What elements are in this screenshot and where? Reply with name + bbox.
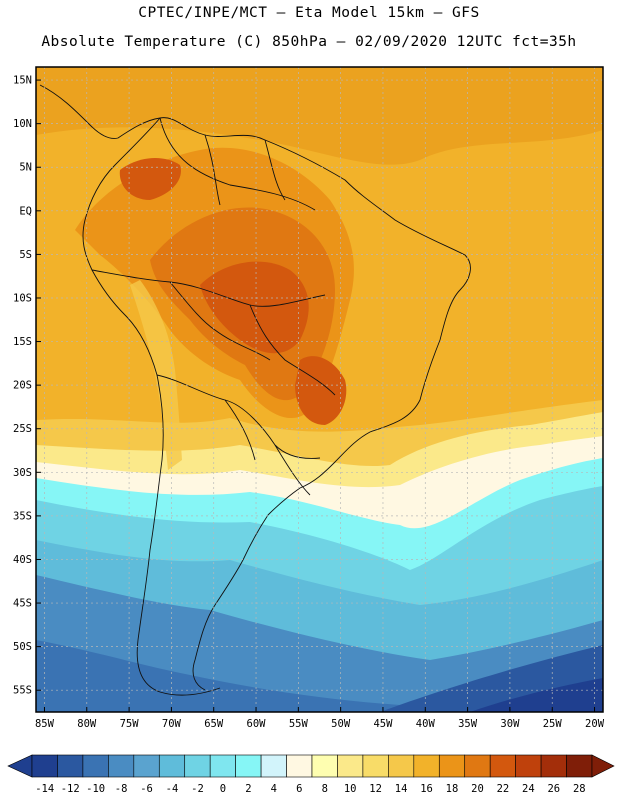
lat-tick-label: 55S (13, 685, 32, 697)
lon-tick-label: 20W (585, 718, 605, 730)
colorbar-label: 18 (446, 783, 459, 795)
lat-tick-label: 15S (13, 336, 32, 348)
temperature-field (36, 67, 603, 712)
colorbar-swatch (158, 754, 186, 778)
colorbar-label: -12 (61, 783, 80, 795)
colorbar-swatch (362, 754, 389, 778)
colorbar-label: 26 (547, 783, 560, 795)
lat-tick-label: EQ (19, 205, 32, 217)
colorbar-swatch (108, 754, 135, 778)
lon-tick-label: 35W (458, 718, 478, 730)
lat-tick-label: 10N (13, 118, 32, 130)
colorbar-label: 0 (220, 783, 226, 795)
colorbar-label: 14 (395, 783, 408, 795)
colorbar-label: -2 (191, 783, 204, 795)
colorbar-swatch (566, 754, 593, 778)
colorbar-swatch (286, 754, 313, 778)
map-subtitle: Absolute Temperature (C) 850hPa – 02/09/… (41, 34, 577, 50)
lon-tick-label: 65W (204, 718, 224, 730)
colorbar-label: 22 (497, 783, 510, 795)
lat-tick-label: 30S (13, 467, 32, 479)
colorbar-swatch (311, 754, 338, 778)
colorbar-swatch (57, 754, 84, 778)
colorbar-label: -14 (35, 783, 54, 795)
colorbar-label: 16 (420, 783, 433, 795)
lat-tick-label: 15N (13, 75, 32, 87)
colorbar-label: -10 (86, 783, 105, 795)
lat-tick-label: 40S (13, 554, 32, 566)
colorbar-label: 20 (471, 783, 484, 795)
lat-tick-label: 10S (13, 292, 32, 304)
colorbar-label: 6 (296, 783, 302, 795)
colorbar-swatch (31, 754, 58, 778)
lat-tick-label: 20S (13, 380, 32, 392)
latitude-axis: 15N 10N 5N EQ 5S 10S 15S 20S 25S 30S 35S 40S 45S 50S 5… (13, 75, 41, 697)
lon-tick-label: 40W (416, 718, 436, 730)
colorbar-swatch (438, 754, 466, 778)
colorbar-swatch (515, 754, 542, 778)
colorbar-label: 12 (369, 783, 382, 795)
lon-tick-label: 50W (331, 718, 351, 730)
lon-tick-label: 55W (289, 718, 309, 730)
map-frame (35, 66, 604, 713)
colorbar-label: 8 (322, 783, 328, 795)
colorbar-label: 2 (245, 783, 251, 795)
lon-tick-label: 30W (500, 718, 520, 730)
colorbar-swatch (133, 754, 160, 778)
colorbar-label: 10 (344, 783, 357, 795)
colorbar-swatch (82, 754, 109, 778)
lon-tick-label: 75W (120, 718, 140, 730)
colorbar-swatch (260, 754, 287, 778)
lon-tick-label: 45W (373, 718, 393, 730)
colorbar-swatch (489, 754, 516, 778)
map-title: CPTEC/INPE/MCT – Eta Model 15km – GFS (138, 5, 480, 21)
lon-tick-label: 85W (35, 718, 55, 730)
colorbar-swatch (337, 754, 364, 778)
colorbar-label: 24 (522, 783, 535, 795)
colorbar-swatch (209, 754, 236, 778)
lat-tick-label: 50S (13, 641, 32, 653)
colorbar: -14 -12 -10 -8 -6 -4 -2 0 2 4 6 8 10 12 14 16 18 20 22 24 26… (7, 754, 615, 795)
lat-tick-label: 5S (19, 249, 32, 261)
colorbar-label: 28 (573, 783, 586, 795)
longitude-axis: 85W 80W 75W 70W 65W 60W 55W 50W 45W 40W 35W 30W 25W 2… (35, 707, 605, 730)
colorbar-label: -8 (115, 783, 128, 795)
lat-tick-label: 5N (19, 162, 32, 174)
lat-tick-label: 45S (13, 598, 32, 610)
colorbar-swatch (388, 754, 415, 778)
colorbar-swatch (540, 754, 567, 778)
colorbar-label: -4 (166, 783, 179, 795)
colorbar-over-arrow (591, 754, 615, 778)
colorbar-label: 4 (271, 783, 277, 795)
colorbar-label: -6 (140, 783, 153, 795)
lat-tick-label: 25S (13, 423, 32, 435)
lon-tick-label: 60W (247, 718, 267, 730)
lon-tick-label: 70W (162, 718, 182, 730)
lat-tick-label: 35S (13, 510, 32, 522)
colorbar-under-arrow (7, 754, 33, 778)
lon-tick-label: 80W (77, 718, 97, 730)
colorbar-swatch (413, 754, 440, 778)
colorbar-swatch (184, 754, 211, 778)
colorbar-swatch (235, 754, 262, 778)
lon-tick-label: 25W (543, 718, 563, 730)
colorbar-swatch (464, 754, 491, 778)
